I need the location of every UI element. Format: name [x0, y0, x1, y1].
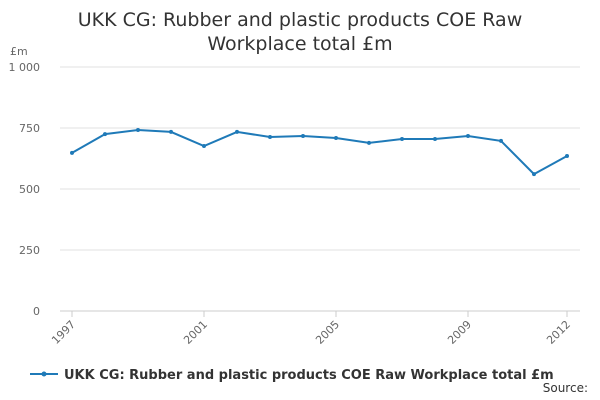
- point: [70, 150, 74, 155]
- y-tick-label: 500: [19, 183, 40, 196]
- line: [71, 128, 568, 176]
- y-axis-label: £m: [10, 45, 28, 58]
- y-tick-label: 1 000: [9, 61, 41, 74]
- point: [202, 144, 206, 149]
- point: [565, 154, 569, 159]
- x-tick-label: 2009: [445, 318, 474, 347]
- point: [301, 134, 305, 139]
- x-tick-label: 2012: [544, 318, 573, 347]
- legend-marker-dot: [41, 371, 47, 377]
- point: [499, 138, 503, 143]
- x-tick-label: 1997: [49, 318, 78, 347]
- x-tick-label: 2001: [181, 318, 210, 347]
- point: [433, 136, 437, 141]
- point: [532, 172, 536, 177]
- chart-title: UKK CG: Rubber and plastic products COE …: [77, 9, 523, 55]
- legend-label: UKK CG: Rubber and plastic products COE …: [64, 368, 554, 383]
- point: [367, 140, 371, 145]
- point: [400, 136, 404, 141]
- point: [169, 129, 173, 134]
- x-tick-label: 2005: [313, 318, 342, 347]
- y-tick-label: 750: [19, 122, 40, 135]
- source: Source:: [543, 381, 588, 395]
- point: [466, 134, 470, 139]
- y-tick-label: 0: [33, 305, 40, 318]
- y-tick-label: 250: [19, 244, 40, 257]
- point: [268, 135, 272, 140]
- point: [235, 129, 239, 134]
- point: [103, 132, 107, 137]
- point: [136, 127, 140, 132]
- point: [334, 136, 338, 141]
